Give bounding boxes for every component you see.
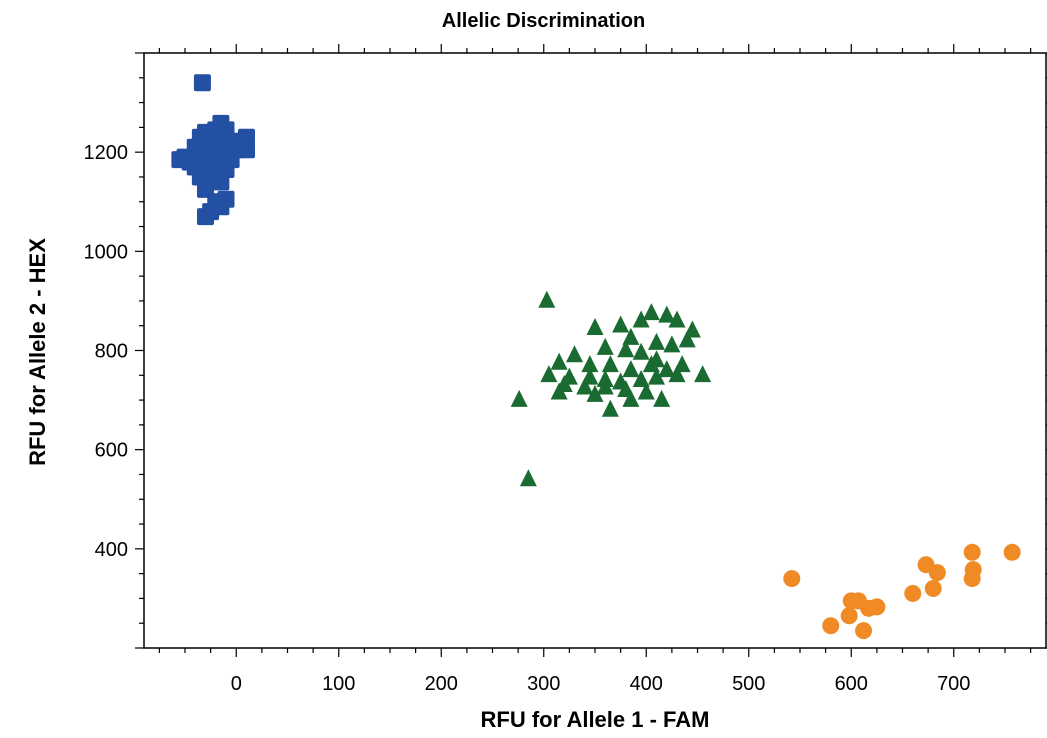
x-tick-label: 400 xyxy=(630,673,663,695)
triangle-data-point xyxy=(632,370,650,388)
x-tick-label: 600 xyxy=(835,673,868,695)
triangle-data-point xyxy=(586,317,604,335)
y-tick-label: 400 xyxy=(95,539,128,561)
circle-data-point xyxy=(840,607,858,625)
x-tick-label: 300 xyxy=(527,673,560,695)
triangle-data-point xyxy=(663,335,681,353)
triangle-data-point xyxy=(642,303,660,321)
triangle-data-point xyxy=(648,332,665,350)
triangle-data-point xyxy=(596,377,614,395)
circle-data-point xyxy=(822,617,840,635)
circle-data-point xyxy=(855,622,873,640)
triangle-data-point xyxy=(510,389,528,407)
square-data-point xyxy=(238,141,255,159)
x-tick-label: 0 xyxy=(231,673,242,695)
circle-data-point xyxy=(904,584,922,602)
axes: 0 100 200 300 400 500 600 700 400 600 800 1000 1200 xyxy=(84,44,1047,695)
y-tick-label: 800 xyxy=(95,341,128,363)
x-tick-label: 100 xyxy=(322,673,355,695)
triangle-data-point xyxy=(596,337,614,355)
circle-data-point xyxy=(1003,543,1021,561)
triangle-data-point xyxy=(668,365,686,383)
circle-data-point xyxy=(924,580,942,597)
triangle-data-point xyxy=(658,360,676,378)
square-data-point xyxy=(212,173,230,191)
square-data-point xyxy=(193,74,211,92)
y-tick-label: 1200 xyxy=(84,142,129,164)
data-points xyxy=(171,74,1021,640)
chart-title: Allelic Discrimination xyxy=(441,10,646,32)
square-data-point xyxy=(212,198,230,216)
triangle-data-point xyxy=(632,342,650,360)
square-data-point xyxy=(197,208,214,226)
x-tick-label: 200 xyxy=(425,673,458,695)
y-tick-label: 600 xyxy=(95,440,128,462)
triangle-data-point xyxy=(586,384,604,402)
triangle-data-point xyxy=(637,382,655,400)
triangle-data-point xyxy=(576,377,594,395)
circle-data-point xyxy=(783,570,801,588)
y-tick-label: 1000 xyxy=(84,241,129,263)
circle-data-point xyxy=(963,543,981,561)
square-data-point xyxy=(212,114,230,132)
triangle-data-point xyxy=(519,469,537,487)
x-tick-label: 700 xyxy=(937,673,970,695)
triangle-data-point xyxy=(601,399,619,417)
circle-data-point xyxy=(928,564,946,582)
triangle-data-point xyxy=(632,310,650,328)
triangle-data-point xyxy=(550,352,568,370)
triangle-data-point xyxy=(617,340,635,358)
circle-data-point xyxy=(868,598,886,616)
plot-frame xyxy=(143,52,1047,649)
triangle-data-point xyxy=(540,365,558,383)
triangle-data-point xyxy=(658,305,676,323)
triangle-data-point xyxy=(581,355,599,373)
triangle-data-point xyxy=(694,365,712,383)
triangle-data-point xyxy=(538,290,556,308)
circle-data-point xyxy=(964,561,982,579)
triangle-data-point xyxy=(678,330,696,348)
triangle-data-point xyxy=(622,360,640,378)
triangle-data-point xyxy=(642,355,660,373)
triangle-data-point xyxy=(622,389,640,407)
triangle-data-point xyxy=(653,389,671,407)
triangle-data-point xyxy=(648,367,665,385)
triangle-data-point xyxy=(566,345,583,363)
triangle-data-point xyxy=(601,355,619,373)
triangle-data-point xyxy=(622,327,640,345)
triangle-data-point xyxy=(612,315,630,333)
triangle-data-point xyxy=(550,382,568,400)
x-axis-label: RFU for Allele 1 - FAM xyxy=(480,707,710,732)
triangle-data-point xyxy=(668,310,686,328)
x-tick-label: 500 xyxy=(732,673,765,695)
